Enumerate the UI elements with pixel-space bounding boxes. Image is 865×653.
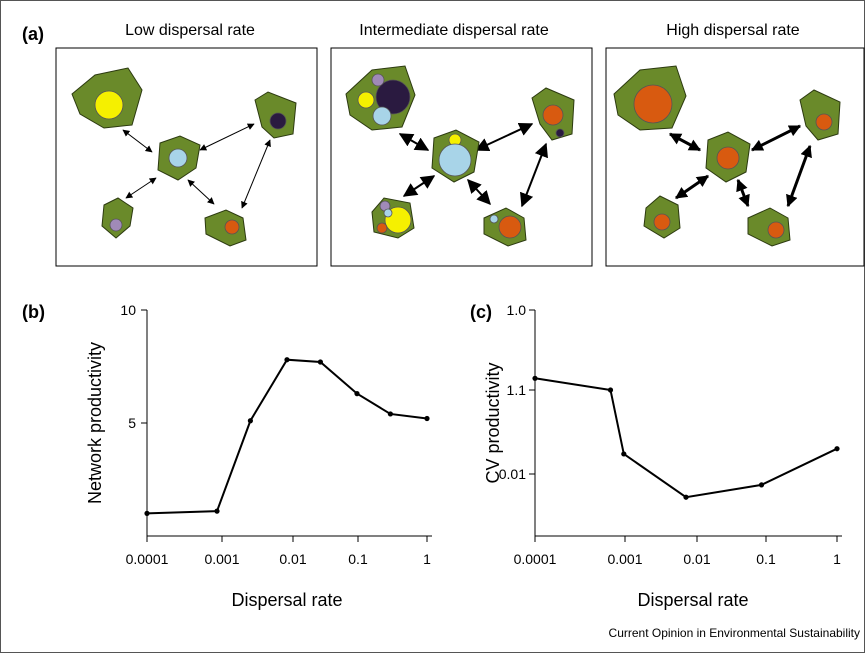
chart-c-xtick: 0.001 — [607, 551, 643, 567]
panel-a1-box — [55, 47, 318, 267]
panel-a3-title: High dispersal rate — [666, 22, 800, 39]
chart-b-data-point — [144, 510, 150, 516]
chart-b-data-point — [214, 508, 220, 514]
chart-c-data-point — [834, 446, 840, 452]
chart-b-xlabel: Dispersal rate — [231, 590, 343, 610]
chart-b-data-point — [354, 391, 360, 397]
chart-b-axes — [141, 309, 432, 542]
chart-b-data-point — [317, 359, 323, 365]
chart-b-ytick: 5 — [128, 415, 136, 431]
chart-c-ylabel: CV productivity — [483, 362, 503, 483]
chart-b-data-point — [424, 415, 430, 422]
chart-b-ytick: 10 — [120, 302, 136, 318]
chart-c-plot — [532, 375, 840, 500]
chart-c-data-point — [621, 451, 627, 457]
patch-4 — [101, 197, 134, 239]
chart-c-xtick: 0.01 — [683, 551, 711, 567]
high-dispersal-network — [613, 65, 841, 247]
chart-b-xtick: 0.01 — [279, 551, 307, 567]
panel-a2-title: Intermediate dispersal rate — [359, 22, 549, 39]
chart-c-axes — [529, 309, 842, 542]
chart-b-data-point — [284, 357, 290, 363]
chart-b-xtick: 1 — [423, 551, 431, 567]
chart-b-xtick: 0.1 — [348, 551, 368, 567]
panel-a-label: (a) — [22, 24, 44, 44]
chart-c-series-line — [534, 377, 838, 499]
panel-a2-box — [330, 47, 593, 267]
chart-c-data-point — [607, 387, 614, 393]
panel-c-label: (c) — [470, 302, 492, 322]
panel-b-label: (b) — [22, 302, 45, 322]
chart-c-ytick: 1.1 — [506, 382, 526, 398]
low-dispersal-network — [71, 67, 297, 247]
chart-b-series-line — [146, 358, 428, 515]
chart-c-xtick: 0.0001 — [513, 551, 557, 567]
source-credit: Current Opinion in Environmental Sustain… — [608, 626, 860, 640]
chart-c-data-point — [683, 494, 689, 500]
chart-b-plot — [144, 357, 430, 516]
intermediate-dispersal-network — [345, 65, 575, 247]
panel-a1-title: Low dispersal rate — [125, 22, 255, 39]
chart-b-data-point — [387, 411, 393, 417]
chart-c-xtick: 1 — [833, 551, 841, 567]
chart-c-ytick: 0.01 — [498, 466, 526, 482]
chart-b-xtick: 0.0001 — [125, 551, 169, 567]
chart-b-data-point — [247, 418, 253, 424]
chart-c-xtick: 0.1 — [756, 551, 776, 567]
panel-a3-box — [605, 47, 865, 267]
chart-b-xtick: 0.001 — [204, 551, 240, 567]
chart-c-xlabel: Dispersal rate — [637, 590, 749, 610]
chart-c-data-point — [532, 375, 538, 381]
chart-c-data-point — [758, 482, 765, 488]
chart-c-ytick: 1.0 — [506, 302, 526, 318]
chart-b-ylabel: Network productivity — [85, 342, 105, 504]
